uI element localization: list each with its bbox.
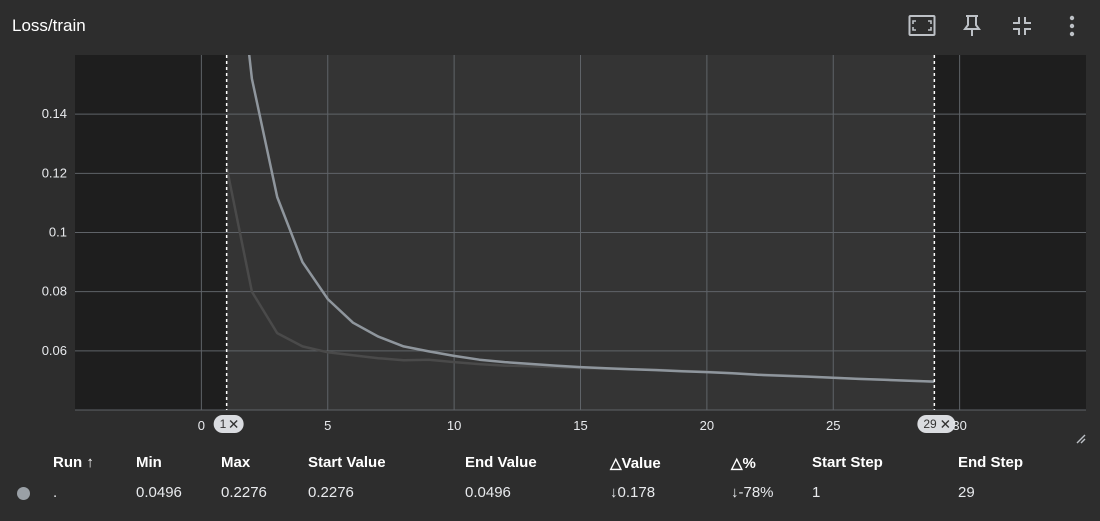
header-start-step[interactable]: Start Step bbox=[812, 454, 883, 471]
pin-icon bbox=[963, 15, 981, 36]
header-max[interactable]: Max bbox=[221, 454, 251, 471]
header-end-step[interactable]: End Step bbox=[958, 454, 1024, 471]
header-run[interactable]: Run ↑ bbox=[53, 454, 94, 471]
y-tick-label: 0.06 bbox=[42, 343, 67, 358]
cell-end-step: 29 bbox=[958, 484, 975, 501]
close-icon[interactable] bbox=[941, 420, 950, 428]
cell-run: . bbox=[53, 484, 58, 501]
cell-max: 0.2276 bbox=[221, 484, 267, 501]
header-delta-value[interactable]: △Value bbox=[610, 455, 661, 472]
header-start-value[interactable]: Start Value bbox=[308, 454, 386, 471]
pin-button[interactable] bbox=[954, 10, 990, 42]
more-vert-icon bbox=[1069, 15, 1075, 37]
more-options-button[interactable] bbox=[1054, 10, 1090, 42]
run-color-dot bbox=[17, 487, 30, 500]
range-marker-badge[interactable] bbox=[917, 415, 956, 433]
cell-start-value: 0.2276 bbox=[308, 484, 354, 501]
y-tick-label: 0.14 bbox=[42, 106, 67, 121]
cell-min: 0.0496 bbox=[136, 484, 182, 501]
close-icon[interactable] bbox=[229, 420, 238, 428]
cell-end-value: 0.0496 bbox=[465, 484, 511, 501]
cell-start-step: 1 bbox=[812, 484, 821, 501]
table-header: Run ↑ Min Max Start Value End Value △Val… bbox=[0, 448, 1100, 474]
fit-domain-button[interactable] bbox=[904, 10, 940, 42]
chart-title: Loss/train bbox=[12, 16, 86, 35]
range-marker-label: 1 bbox=[220, 417, 227, 431]
cell-delta-value: ↓0.178 bbox=[610, 484, 656, 501]
collapse-icon bbox=[1013, 17, 1031, 35]
resize-icon bbox=[1076, 434, 1086, 444]
range-marker-label: 29 bbox=[923, 417, 937, 431]
x-tick-label: 0 bbox=[198, 418, 205, 433]
header-min[interactable]: Min bbox=[136, 454, 162, 471]
header-delta-pct[interactable]: △% bbox=[731, 455, 756, 472]
range-marker-badge[interactable] bbox=[213, 415, 244, 433]
x-tick-label: 15 bbox=[573, 418, 587, 433]
header-end-value[interactable]: End Value bbox=[465, 454, 537, 471]
series-line-smoothed bbox=[247, 55, 935, 383]
y-tick-label: 0.1 bbox=[49, 225, 67, 240]
fit-domain-icon bbox=[908, 15, 936, 36]
x-tick-label: 25 bbox=[826, 418, 840, 433]
x-tick-label: 5 bbox=[324, 418, 331, 433]
chart-toolbar bbox=[904, 10, 1090, 42]
cell-delta-pct: ↓-78% bbox=[731, 484, 774, 501]
x-tick-label: 20 bbox=[700, 418, 714, 433]
resize-handle[interactable] bbox=[1076, 431, 1086, 449]
collapse-button[interactable] bbox=[1004, 10, 1040, 42]
y-tick-label: 0.12 bbox=[42, 165, 67, 180]
y-tick-label: 0.08 bbox=[42, 284, 67, 299]
x-tick-label: 10 bbox=[447, 418, 461, 433]
x-tick-label: 30 bbox=[952, 418, 966, 433]
table-row: . 0.0496 0.2276 0.2276 0.0496 ↓0.178 ↓-7… bbox=[0, 478, 1100, 504]
line-chart[interactable]: 1 29 0 5 10 15 20 25 30 0.06 0.08 0.1 0.12 0.14 bbox=[0, 50, 1100, 440]
